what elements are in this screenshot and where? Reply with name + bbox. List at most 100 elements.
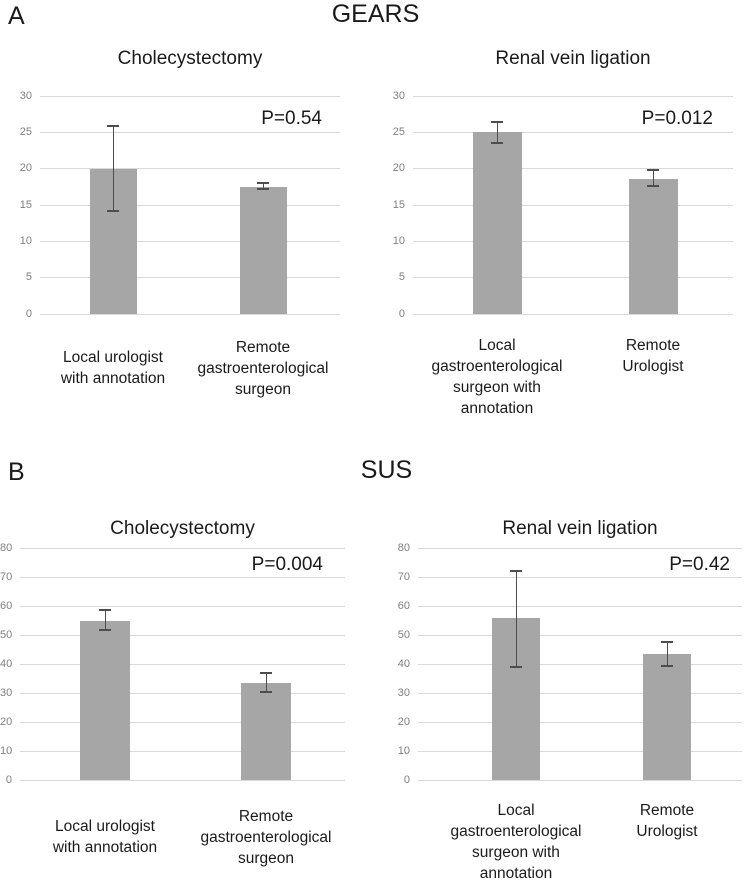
x-axis-category-label: Local gastroenterological surgeon with a…: [450, 802, 582, 882]
bar: [80, 620, 130, 780]
gridline: [413, 240, 733, 242]
y-axis-tick-label: 50: [0, 628, 13, 641]
p-value-label: P=0.54: [261, 108, 322, 129]
gridline: [20, 721, 345, 723]
y-axis-tick-label: 10: [397, 744, 410, 757]
y-axis-tick-label: 80: [0, 541, 13, 554]
panel-b-title: SUS: [360, 456, 413, 484]
y-axis-tick-label: 40: [397, 657, 410, 670]
plot-area: 0 10 20 30 40 50 60 70 80 P=0.42: [398, 542, 742, 786]
gridline: [20, 779, 345, 781]
gridline: [20, 605, 345, 607]
gridline: [413, 168, 733, 170]
y-axis-tick-label: 25: [19, 125, 32, 138]
gridline: [413, 313, 733, 315]
error-bar-cap-top: [107, 125, 119, 128]
chart-title: Renal vein ligation: [502, 518, 658, 539]
gridline: [40, 313, 340, 315]
y-axis-tick-label: 10: [19, 234, 32, 247]
error-bar-cap-bottom: [257, 188, 269, 191]
y-axis-tick-label: 70: [397, 570, 410, 583]
error-bar-cap-bottom: [99, 629, 111, 632]
gridline: [418, 692, 742, 694]
y-axis-tick-label: 50: [397, 628, 410, 641]
y-axis-tick-label: 5: [25, 271, 32, 284]
p-value-label: P=0.42: [669, 554, 730, 575]
error-bar-stem: [265, 671, 267, 693]
gridline: [20, 750, 345, 752]
plot-area: 0 5 10 15 20 25 30 P=0.012: [393, 90, 733, 320]
error-bar-cap-top: [260, 671, 272, 674]
bar: [241, 682, 291, 780]
panel-a-letter: A: [8, 2, 25, 30]
error-bar-stem: [496, 120, 498, 144]
error-bar: [491, 120, 503, 144]
gridline: [418, 779, 742, 781]
gridline: [413, 95, 733, 97]
plot-area: 0 10 20 30 40 50 60 70 80 P=0.004: [0, 542, 345, 786]
y-axis-tick-label: 20: [397, 715, 410, 728]
gridline: [413, 277, 733, 279]
error-bar-stem: [112, 125, 114, 213]
gridline: [20, 663, 345, 665]
gridline: [40, 131, 340, 133]
y-axis-tick-label: 40: [0, 657, 13, 670]
y-axis-tick-label: 15: [19, 198, 32, 211]
y-axis-tick-label: 10: [392, 234, 405, 247]
y-axis-tick-label: 20: [19, 162, 32, 175]
panel-b-letter: B: [8, 458, 25, 486]
error-bar: [647, 168, 659, 187]
gridline: [40, 204, 340, 206]
error-bar-cap-top: [257, 181, 269, 184]
y-axis-tick-label: 60: [0, 599, 13, 612]
chart-title: Renal vein ligation: [495, 48, 651, 69]
bar: [643, 654, 691, 780]
gridline: [413, 204, 733, 206]
gridline: [20, 547, 345, 549]
panel-a-title: GEARS: [331, 0, 420, 28]
error-bar-cap-top: [510, 569, 522, 572]
error-bar: [510, 569, 522, 669]
error-bar-stem: [666, 640, 668, 667]
p-value-label: P=0.004: [251, 554, 323, 575]
error-bar: [107, 125, 119, 213]
y-axis-tick-label: 25: [392, 125, 405, 138]
y-axis-tick-label: 0: [403, 773, 410, 786]
y-axis-tick-label: 60: [397, 599, 410, 612]
y-axis-tick-label: 0: [25, 307, 32, 320]
p-value-label: P=0.012: [641, 108, 713, 129]
gridline: [418, 547, 742, 549]
gridline: [40, 240, 340, 242]
gridline: [418, 750, 742, 752]
error-bar: [260, 671, 272, 693]
error-bar-cap-top: [647, 168, 659, 171]
error-bar-cap-bottom: [491, 141, 503, 144]
gridline: [20, 576, 345, 578]
error-bar-cap-bottom: [647, 184, 659, 187]
gridline: [418, 634, 742, 636]
x-axis-category-label: Local urologist with annotation: [52, 818, 158, 856]
gridline: [418, 721, 742, 723]
gridline: [40, 168, 340, 170]
chart-title: Cholecystectomy: [110, 518, 255, 539]
y-axis-tick-label: 0: [5, 773, 12, 786]
bar: [628, 178, 678, 314]
x-axis-category-label: Local urologist with annotation: [60, 349, 166, 387]
gridline: [418, 663, 742, 665]
error-bar: [99, 609, 111, 632]
error-bar-cap-bottom: [260, 691, 272, 693]
gridline: [418, 605, 742, 607]
error-bar: [661, 640, 673, 667]
error-bar-cap-bottom: [107, 210, 119, 213]
gridline: [20, 634, 345, 636]
y-axis-tick-label: 0: [398, 307, 405, 320]
y-axis-tick-label: 30: [19, 89, 32, 102]
error-bar-cap-top: [99, 609, 111, 612]
y-axis-tick-label: 70: [0, 570, 13, 583]
error-bar-stem: [262, 181, 264, 191]
gridline: [40, 277, 340, 279]
bar: [472, 132, 522, 314]
y-axis-tick-label: 20: [0, 715, 13, 728]
error-bar-cap-bottom: [510, 666, 522, 669]
